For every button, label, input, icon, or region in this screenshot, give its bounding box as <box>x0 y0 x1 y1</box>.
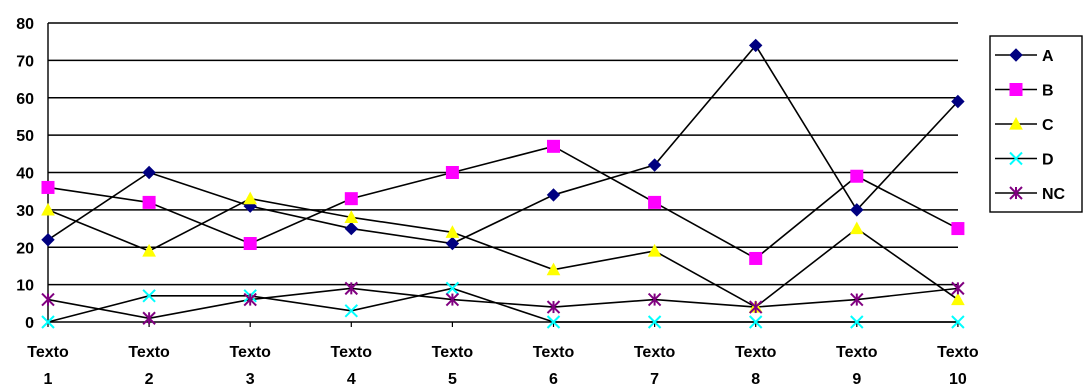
data-point-nc <box>445 292 460 307</box>
data-point-a <box>142 165 156 180</box>
legend-marker-c <box>1009 116 1023 130</box>
y-tick-label: 40 <box>16 166 34 183</box>
data-point-d <box>41 315 55 329</box>
data-point-b <box>648 195 662 209</box>
y-tick-label: 70 <box>16 53 34 70</box>
data-point-b <box>749 251 763 265</box>
data-point-nc <box>647 292 662 307</box>
data-point-nc <box>850 292 864 307</box>
series-line-d <box>47 287 958 323</box>
data-point-a <box>344 221 359 236</box>
x-tick-label: Texto 4 <box>331 344 373 387</box>
y-tick-label: 20 <box>16 240 34 257</box>
data-point-c <box>243 191 258 205</box>
x-tick-label: Texto 7 <box>634 344 676 387</box>
data-point-nc <box>142 311 156 325</box>
legend-label-b: B <box>1042 83 1054 100</box>
data-point-b <box>243 237 257 251</box>
legend-marker-nc <box>1009 186 1023 200</box>
data-point-b <box>445 166 459 179</box>
data-point-a <box>951 94 965 109</box>
data-point-nc <box>546 300 561 314</box>
data-point-a <box>546 188 561 202</box>
legend-label-nc: NC <box>1042 186 1066 203</box>
data-point-c <box>951 292 965 306</box>
data-point-d <box>445 281 460 296</box>
data-point-d <box>748 315 763 329</box>
legend-label-d: D <box>1042 152 1054 169</box>
data-point-a <box>850 203 864 217</box>
y-tick-label: 10 <box>16 278 34 295</box>
x-tick-label: Texto 8 <box>735 344 777 387</box>
series-line-b <box>47 145 959 260</box>
data-point-a <box>748 38 763 53</box>
data-point-a <box>647 158 662 172</box>
data-point-c <box>647 243 662 257</box>
data-point-d <box>850 315 864 329</box>
x-tick-label: Texto 10 <box>937 344 979 387</box>
series-line-a <box>47 44 959 245</box>
legend-marker-d <box>1009 151 1023 166</box>
data-point-b <box>142 195 156 209</box>
y-tick-label: 80 <box>16 16 34 33</box>
series-line-c <box>47 197 959 309</box>
data-point-d <box>344 304 359 318</box>
x-tick-label: Texto 1 <box>27 344 69 387</box>
legend-label-c: C <box>1042 117 1054 134</box>
data-point-b <box>41 180 55 194</box>
data-point-d <box>951 315 965 329</box>
data-point-c <box>546 262 561 276</box>
data-point-c <box>41 202 55 216</box>
data-point-b <box>951 222 965 236</box>
data-point-nc <box>41 292 55 307</box>
data-point-nc <box>951 281 965 296</box>
data-point-nc <box>344 281 359 296</box>
data-point-nc <box>243 292 257 307</box>
y-tick-label: 30 <box>16 203 34 220</box>
data-point-nc <box>748 300 763 314</box>
series-line-nc <box>47 287 958 320</box>
data-point-a <box>41 233 55 247</box>
data-point-b <box>547 139 560 153</box>
data-point-a <box>445 236 460 251</box>
data-point-d <box>647 315 662 329</box>
x-tick-label: Texto 6 <box>533 344 575 387</box>
legend-marker-a <box>1009 48 1023 62</box>
data-point-b <box>850 169 864 183</box>
y-tick-label: 50 <box>16 128 34 145</box>
data-point-c <box>344 210 359 223</box>
legend-label-a: A <box>1042 48 1054 65</box>
data-point-b <box>344 192 358 206</box>
y-tick-label: 0 <box>25 315 34 332</box>
data-point-c <box>142 243 156 257</box>
x-tick-label: Texto 9 <box>836 344 878 387</box>
x-tick-label: Texto 2 <box>128 344 170 387</box>
legend-marker-b <box>1009 83 1023 96</box>
x-tick-label: Texto 3 <box>229 344 271 387</box>
data-point-d <box>142 289 156 303</box>
data-point-d <box>546 315 561 329</box>
x-tick-label: Texto 5 <box>432 344 474 387</box>
data-point-c <box>445 225 460 238</box>
y-tick-label: 60 <box>16 91 34 108</box>
data-point-c <box>849 221 864 235</box>
